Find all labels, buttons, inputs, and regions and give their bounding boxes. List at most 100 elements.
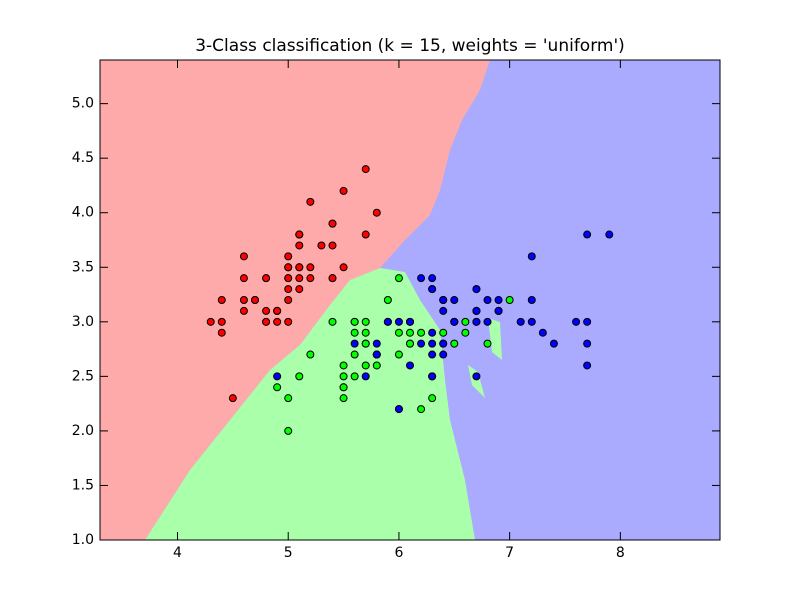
point <box>450 296 459 304</box>
point <box>339 361 348 370</box>
point <box>284 296 293 304</box>
point <box>583 339 592 348</box>
point <box>527 317 536 326</box>
point <box>527 296 536 304</box>
point <box>361 317 370 326</box>
point <box>239 306 248 315</box>
point <box>383 317 392 326</box>
region-green-patch <box>468 365 485 398</box>
region-green-patch <box>488 318 502 360</box>
point <box>483 339 492 348</box>
point <box>428 339 437 348</box>
point <box>483 317 492 326</box>
point <box>417 339 426 348</box>
point <box>295 263 304 272</box>
y-tick-label: 2.5 <box>72 368 94 384</box>
y-tick-label: 5.0 <box>72 96 94 112</box>
point <box>339 186 348 195</box>
point <box>406 328 414 337</box>
point <box>350 328 359 337</box>
point <box>450 339 459 348</box>
point <box>306 197 315 206</box>
point <box>605 230 614 239</box>
x-tick-label: 6 <box>394 545 403 561</box>
point <box>549 339 558 348</box>
point <box>428 285 437 294</box>
point <box>461 328 470 337</box>
point <box>262 306 271 315</box>
axes-frame <box>99 59 721 541</box>
y-tick-label: 4.0 <box>72 205 94 221</box>
point <box>295 274 304 283</box>
point <box>217 296 226 304</box>
chart-title: 3-Class classification (k = 15, weights … <box>195 36 625 56</box>
point <box>439 296 448 304</box>
point <box>295 241 304 250</box>
point <box>372 361 381 370</box>
point <box>406 317 414 326</box>
point <box>494 306 503 315</box>
point <box>328 274 337 283</box>
point <box>583 361 592 370</box>
point <box>383 296 392 304</box>
y-tick-label: 2.0 <box>72 423 94 439</box>
y-tick-label: 3.0 <box>72 314 94 330</box>
point <box>339 394 348 403</box>
point <box>394 350 403 359</box>
y-tick-label: 1.0 <box>72 532 94 548</box>
point <box>572 317 581 326</box>
point <box>228 394 237 403</box>
point <box>284 263 293 272</box>
point <box>472 285 481 294</box>
point <box>295 230 304 239</box>
x-tick-label: 8 <box>616 545 625 561</box>
point <box>262 274 271 283</box>
x-tick-label: 7 <box>505 545 514 561</box>
point <box>273 317 282 326</box>
x-tick-label: 4 <box>173 545 182 561</box>
point <box>284 252 293 261</box>
point <box>538 328 547 337</box>
point <box>394 405 403 414</box>
point <box>394 274 403 283</box>
point <box>284 394 293 403</box>
point <box>439 328 448 337</box>
point <box>527 252 536 261</box>
point <box>350 317 359 326</box>
decision-regions <box>100 60 720 540</box>
point <box>273 383 282 392</box>
point <box>394 328 403 337</box>
x-tick-label: 5 <box>284 545 293 561</box>
region-red <box>100 60 490 540</box>
point <box>328 317 337 326</box>
point <box>339 263 348 272</box>
point <box>206 317 215 326</box>
point <box>428 394 437 403</box>
point <box>306 274 315 283</box>
point <box>251 296 259 304</box>
point <box>262 317 271 326</box>
point <box>406 339 414 348</box>
point <box>284 274 293 283</box>
point <box>339 383 348 392</box>
point <box>284 285 293 294</box>
point <box>417 274 426 283</box>
point <box>428 328 437 337</box>
point <box>472 372 481 381</box>
point <box>361 372 370 381</box>
point <box>472 317 481 326</box>
point <box>328 241 337 250</box>
point <box>339 372 348 381</box>
point <box>284 317 293 326</box>
region-green <box>145 268 475 540</box>
point <box>372 339 381 348</box>
point <box>428 372 437 381</box>
point <box>583 317 592 326</box>
point <box>328 219 337 228</box>
point <box>361 165 370 174</box>
point <box>361 361 370 370</box>
point <box>372 350 381 359</box>
point <box>494 296 503 304</box>
